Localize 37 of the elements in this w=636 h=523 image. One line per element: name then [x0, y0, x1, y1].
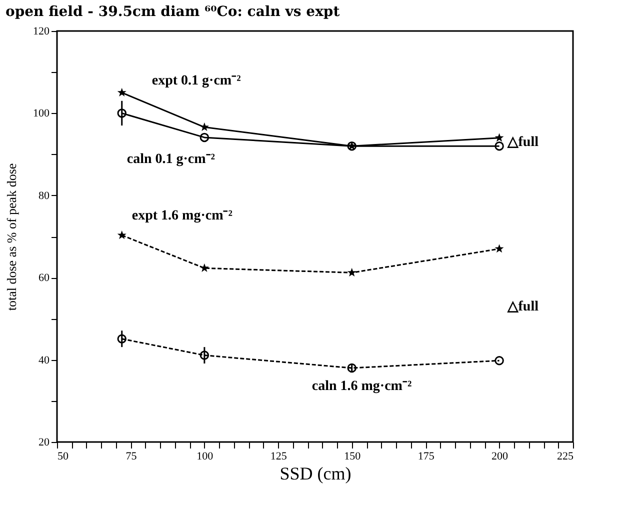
- x-tick-label: 50: [58, 450, 69, 462]
- point: [347, 363, 356, 373]
- series-label: expt 1.6 mg·cm⁻²: [132, 208, 232, 224]
- y-tick-label: 120: [33, 26, 50, 38]
- y-tick-label: 40: [38, 354, 50, 366]
- x-tick-label: 175: [418, 450, 435, 462]
- y-tick-label: 100: [33, 108, 50, 120]
- point: [200, 132, 210, 142]
- point: [200, 263, 209, 272]
- annotation: △full: [506, 299, 539, 314]
- x-tick-label: 225: [557, 450, 574, 462]
- x-tick-label: 150: [344, 450, 362, 462]
- x-tick-label: 75: [126, 450, 138, 462]
- point: [117, 88, 126, 96]
- annotation: △full: [506, 134, 539, 150]
- point: [494, 244, 504, 253]
- point: [494, 356, 504, 366]
- point: [200, 350, 210, 360]
- series-label: expt 0.1 g·cm⁻²: [152, 74, 241, 89]
- series-label: caln 1.6 mg·cm⁻²: [312, 379, 412, 394]
- point: [347, 268, 356, 277]
- point: [117, 230, 126, 240]
- series-label: caln 0.1 g·cm⁻²: [126, 152, 216, 168]
- y-tick-label: 80: [38, 190, 50, 202]
- y-tick-label: 20: [38, 436, 50, 448]
- point: [117, 108, 126, 118]
- point: [117, 334, 126, 344]
- y-axis-title: total dose as % of peak dose: [4, 163, 19, 311]
- point: [494, 133, 504, 142]
- x-axis-title: SSD (cm): [280, 464, 352, 484]
- x-tick-label: 125: [270, 450, 288, 462]
- y-tick-label: 60: [38, 272, 50, 284]
- point: [200, 122, 209, 132]
- point: [494, 141, 504, 151]
- x-tick-label: 100: [196, 450, 214, 462]
- chart-title: open field - 39.5cm diam ⁶⁰Co: caln vs expt: [6, 4, 340, 20]
- x-tick-label: 200: [492, 450, 509, 462]
